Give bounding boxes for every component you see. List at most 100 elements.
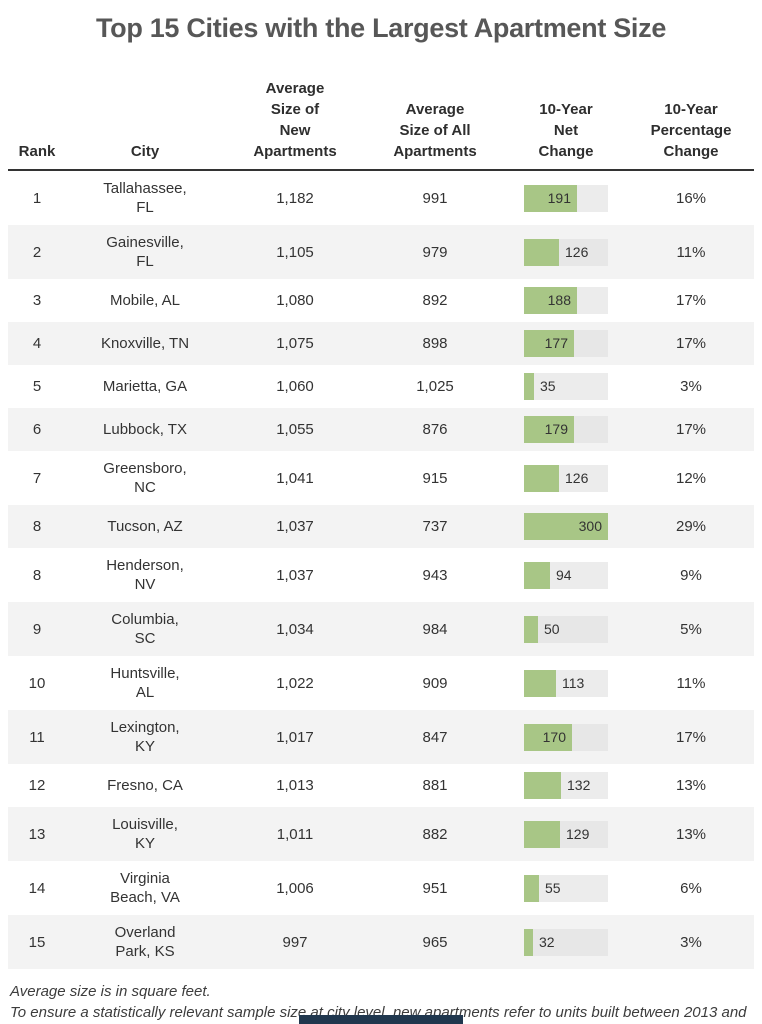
net-change-bar-fill — [524, 874, 539, 902]
net-change-cell: 126 — [504, 238, 628, 266]
city-cell: Greensboro, NC — [103, 460, 187, 496]
net-change-cell: 179 — [504, 416, 628, 443]
net-change-bar-label: 113 — [562, 674, 585, 691]
net-change-bar-track: 32 — [524, 928, 608, 956]
avg-new-apartments-cell: 1,017 — [276, 728, 314, 746]
avg-new-apartments-cell: 1,011 — [276, 825, 314, 843]
table-row: 14 Virginia Beach, VA 1,006 951 55 6% — [8, 861, 754, 915]
pct-change-cell: 13% — [675, 825, 707, 843]
avg-all-apartments-cell: 951 — [422, 879, 448, 897]
table-notes: Average size is in square feet. To ensur… — [10, 981, 752, 1024]
pct-change-cell: 17% — [675, 728, 707, 746]
table-row: 8 Henderson, NV 1,037 943 94 9% — [8, 548, 754, 602]
net-change-bar-track: 55 — [524, 874, 608, 902]
net-change-bar-label: 126 — [565, 469, 589, 486]
net-change-bar-track: 170 — [524, 723, 608, 751]
net-change-bar-fill — [524, 330, 574, 357]
net-change-cell: 170 — [504, 723, 628, 751]
avg-new-apartments-cell: 1,060 — [276, 378, 314, 395]
avg-all-apartments-cell: 898 — [422, 335, 448, 352]
avg-all-apartments-cell: 882 — [422, 825, 448, 843]
header-avg-new: Average Size of New Apartments — [253, 80, 337, 160]
table-row: 2 Gainesville, FL 1,105 979 126 11% — [8, 225, 754, 279]
rank-cell: 12 — [28, 777, 46, 794]
net-change-bar-fill — [524, 928, 533, 956]
table-row: 1 Tallahassee, FL 1,182 991 191 16% — [8, 171, 754, 225]
avg-new-apartments-cell: 1,034 — [276, 620, 314, 638]
table-body: 1 Tallahassee, FL 1,182 991 191 16% 2 Gainesvil… — [8, 171, 754, 969]
header-pct-change: 10-Year Percentage Change — [650, 101, 732, 160]
avg-new-apartments-cell: 1,182 — [276, 189, 314, 207]
net-change-bar-track: 177 — [524, 330, 608, 357]
avg-all-apartments-cell: 892 — [422, 292, 448, 309]
city-cell: Fresno, CA — [107, 777, 183, 794]
net-change-bar-label: 188 — [547, 292, 571, 308]
net-change-bar-track: 179 — [524, 416, 608, 443]
note-line: To ensure a statistically relevant sampl… — [10, 1004, 747, 1021]
city-cell: Lexington, KY — [110, 719, 180, 755]
city-cell: Virginia Beach, VA — [110, 870, 180, 906]
net-change-cell: 300 — [504, 513, 628, 540]
table-row: 15 Overland Park, KS 997 965 32 3% — [8, 915, 754, 969]
net-change-bar-fill — [524, 464, 559, 492]
avg-all-apartments-cell: 909 — [422, 674, 448, 692]
net-change-cell: 132 — [504, 772, 628, 799]
pct-change-cell: 29% — [675, 518, 707, 535]
net-change-cell: 50 — [504, 615, 628, 643]
avg-all-apartments-cell: 979 — [422, 243, 448, 261]
net-change-cell: 177 — [504, 330, 628, 357]
pct-change-cell: 13% — [675, 777, 707, 794]
pct-change-cell: 5% — [680, 620, 702, 638]
avg-all-apartments-cell: 881 — [422, 777, 448, 794]
page-title: Top 15 Cities with the Largest Apartment… — [95, 13, 667, 43]
avg-all-apartments-cell: 737 — [422, 518, 448, 535]
bottom-bar — [299, 1015, 463, 1024]
avg-new-apartments-cell: 1,105 — [276, 243, 314, 261]
net-change-bar-label: 94 — [556, 566, 572, 583]
net-change-bar-fill — [524, 820, 560, 848]
net-change-bar-fill — [524, 513, 608, 540]
net-change-bar-label: 55 — [545, 879, 561, 896]
city-cell: Louisville, KY — [112, 816, 178, 852]
net-change-bar-label: 300 — [578, 518, 602, 534]
net-change-bar-track: 300 — [524, 513, 608, 540]
net-change-cell: 191 — [504, 184, 628, 212]
header-rank: Rank — [18, 143, 56, 160]
pct-change-cell: 17% — [675, 421, 707, 438]
table-header-row: Rank City Average Size of New Apartments… — [8, 78, 754, 171]
net-change-bar-fill — [524, 184, 577, 212]
rank-cell: 3 — [32, 292, 42, 309]
net-change-bar-fill — [524, 723, 572, 751]
net-change-bar-fill — [524, 615, 538, 643]
avg-new-apartments-cell: 1,080 — [276, 292, 314, 309]
net-change-bar-track: 35 — [524, 373, 608, 400]
net-change-bar-fill — [524, 287, 577, 314]
avg-all-apartments-cell: 965 — [422, 933, 448, 951]
pct-change-cell: 3% — [680, 378, 702, 395]
city-cell: Knoxville, TN — [100, 335, 190, 352]
city-cell: Tallahassee, FL — [103, 180, 187, 216]
avg-new-apartments-cell: 1,013 — [276, 777, 314, 794]
avg-new-apartments-cell: 1,037 — [276, 518, 314, 535]
net-change-cell: 113 — [504, 669, 628, 697]
net-change-bar-label: 50 — [544, 620, 560, 637]
pct-change-cell: 9% — [680, 566, 702, 584]
city-cell: Columbia, SC — [111, 611, 179, 647]
net-change-cell: 35 — [504, 373, 628, 400]
header-avg-all: Average Size of All Apartments — [393, 101, 477, 160]
net-change-bar-label: 177 — [544, 335, 568, 351]
table-row: 11 Lexington, KY 1,017 847 170 17% — [8, 710, 754, 764]
avg-all-apartments-cell: 943 — [422, 566, 448, 584]
net-change-bar-fill — [524, 238, 559, 266]
net-change-bar-label: 191 — [547, 189, 571, 206]
rank-cell: 2 — [32, 243, 42, 261]
city-cell: Huntsville, AL — [110, 665, 180, 701]
net-change-cell: 55 — [504, 874, 628, 902]
avg-all-apartments-cell: 1,025 — [416, 378, 454, 395]
city-cell: Mobile, AL — [109, 292, 181, 309]
net-change-bar-track: 188 — [524, 287, 608, 314]
table-row: 9 Columbia, SC 1,034 984 50 5% — [8, 602, 754, 656]
avg-all-apartments-cell: 991 — [422, 189, 448, 207]
net-change-bar-fill — [524, 561, 550, 589]
